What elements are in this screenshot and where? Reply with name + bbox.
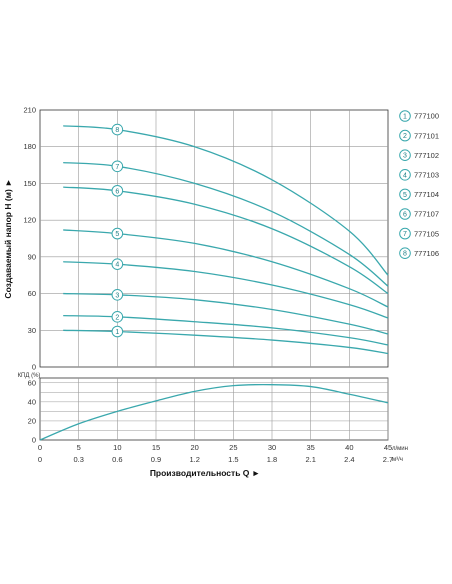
legend-model-8: 777106 xyxy=(414,249,439,258)
legend-model-6: 777107 xyxy=(414,210,439,219)
efficiency-ytick-label: 20 xyxy=(28,416,36,425)
head-ytick-label: 90 xyxy=(28,252,36,261)
xtick-lpm-label: 10 xyxy=(113,443,121,452)
legend-model-5: 777104 xyxy=(414,190,439,199)
curve-badge-label-5: 5 xyxy=(115,231,119,238)
legend-badge-label-3: 3 xyxy=(403,153,407,160)
legend-badge-label-6: 6 xyxy=(403,212,407,219)
xtick-lpm-label: 25 xyxy=(229,443,237,452)
curve-badge-label-6: 6 xyxy=(115,188,119,195)
head-curve-1 xyxy=(63,329,389,355)
legend-model-2: 777101 xyxy=(414,131,439,140)
curve-badge-circle-6 xyxy=(111,184,124,197)
legend-badge-label-5: 5 xyxy=(403,192,407,199)
curve-badge-circle-7 xyxy=(111,160,124,173)
legend-model-4: 777103 xyxy=(414,171,439,180)
legend-badge-label-2: 2 xyxy=(403,133,407,140)
head-curve-3 xyxy=(63,292,389,335)
head-ytick-label: 210 xyxy=(23,106,36,115)
legend-badge-label-7: 7 xyxy=(403,231,407,238)
legend-badge-label-8: 8 xyxy=(403,251,407,258)
curve-badge-label-8: 8 xyxy=(115,127,119,134)
head-ytick-label: 150 xyxy=(23,179,36,188)
xtick-m3h-label: 0 xyxy=(38,455,42,464)
curve-layer xyxy=(39,125,389,441)
head-ytick-label: 30 xyxy=(28,326,36,335)
xtick-lpm-label: 20 xyxy=(190,443,198,452)
legend-model-1: 777100 xyxy=(414,112,439,121)
x-unit-m3h: м³/ч xyxy=(392,457,403,463)
xtick-m3h-label: 1.8 xyxy=(267,455,277,464)
head-curve-7 xyxy=(63,161,389,287)
efficiency-ytick-label: 60 xyxy=(28,378,36,387)
xtick-lpm-label: 35 xyxy=(306,443,314,452)
curve-badge-circle-5 xyxy=(111,227,124,240)
head-curve-8 xyxy=(63,125,389,276)
curve-badge-circle-4 xyxy=(111,258,124,271)
head-y-axis-title: Создаваемый напор H (м) ► xyxy=(3,178,13,298)
efficiency-ytick-label: 0 xyxy=(32,436,36,445)
xtick-m3h-label: 1.5 xyxy=(228,455,238,464)
xtick-lpm-label: 15 xyxy=(152,443,160,452)
xtick-m3h-label: 0.3 xyxy=(73,455,83,464)
legend-badge-label-4: 4 xyxy=(403,172,407,179)
xtick-m3h-label: 2.1 xyxy=(305,455,315,464)
curve-badge-label-3: 3 xyxy=(115,292,119,299)
xtick-lpm-label: 40 xyxy=(345,443,353,452)
head-ytick-label: 180 xyxy=(23,142,36,151)
curve-badge-circle-8 xyxy=(111,123,124,136)
xtick-lpm-label: 30 xyxy=(268,443,276,452)
head-ytick-label: 60 xyxy=(28,289,36,298)
curve-badge-circle-2 xyxy=(111,311,124,323)
legend-model-7: 777105 xyxy=(414,229,439,238)
legend-badge-circle-6 xyxy=(399,208,411,220)
xtick-lpm-label: 0 xyxy=(38,443,42,452)
legend-badge-circle-4 xyxy=(399,169,411,181)
legend-badge-circle-2 xyxy=(399,129,411,142)
legend-badge-circle-7 xyxy=(399,227,411,240)
legend-badge-label-1: 1 xyxy=(403,114,407,121)
head-ytick-label: 0 xyxy=(32,363,36,372)
head-ytick-label: 120 xyxy=(23,216,36,225)
xtick-m3h-label: 2.4 xyxy=(344,455,354,464)
efficiency-ytick-label: 40 xyxy=(28,397,36,406)
xtick-m3h-label: 0.6 xyxy=(112,455,122,464)
head-curve-4 xyxy=(63,261,389,319)
legend-layer: 1 777100 2 777101 3 777102 4 777103 5 777104 6 7771… xyxy=(399,110,439,259)
legend-badge-circle-5 xyxy=(399,188,411,201)
curve-badge-circle-1 xyxy=(111,325,124,338)
badge-layer: 1 2 3 4 5 6 7 8 xyxy=(111,123,124,338)
x-unit-lpm: л/мин xyxy=(392,446,408,452)
head-plot-frame xyxy=(39,109,389,368)
legend-badge-circle-8 xyxy=(399,247,411,259)
text-layer: 03060901201501802100204060050.3100.6150.… xyxy=(3,106,408,479)
curve-badge-label-1: 1 xyxy=(115,329,119,336)
curve-badge-label-2: 2 xyxy=(115,314,119,321)
efficiency-y-axis-title: КПД (%) xyxy=(18,373,41,379)
legend-badge-circle-1 xyxy=(399,110,411,122)
xtick-lpm-label: 5 xyxy=(77,443,81,452)
curve-badge-circle-3 xyxy=(111,288,124,301)
legend-badge-circle-3 xyxy=(399,149,411,161)
curve-badge-label-7: 7 xyxy=(115,164,119,171)
curve-badge-label-4: 4 xyxy=(115,262,119,269)
grid-layer xyxy=(39,109,389,441)
head-curve-6 xyxy=(63,186,389,295)
xtick-lpm-label: 45 xyxy=(384,443,392,452)
efficiency-curve xyxy=(39,383,389,441)
xtick-m3h-label: 0.9 xyxy=(151,455,161,464)
xtick-m3h-label: 1.2 xyxy=(189,455,199,464)
x-axis-title: Производительность Q ► xyxy=(150,468,260,478)
xtick-m3h-label: 2.7 xyxy=(383,455,393,464)
legend-model-3: 777102 xyxy=(414,151,439,160)
